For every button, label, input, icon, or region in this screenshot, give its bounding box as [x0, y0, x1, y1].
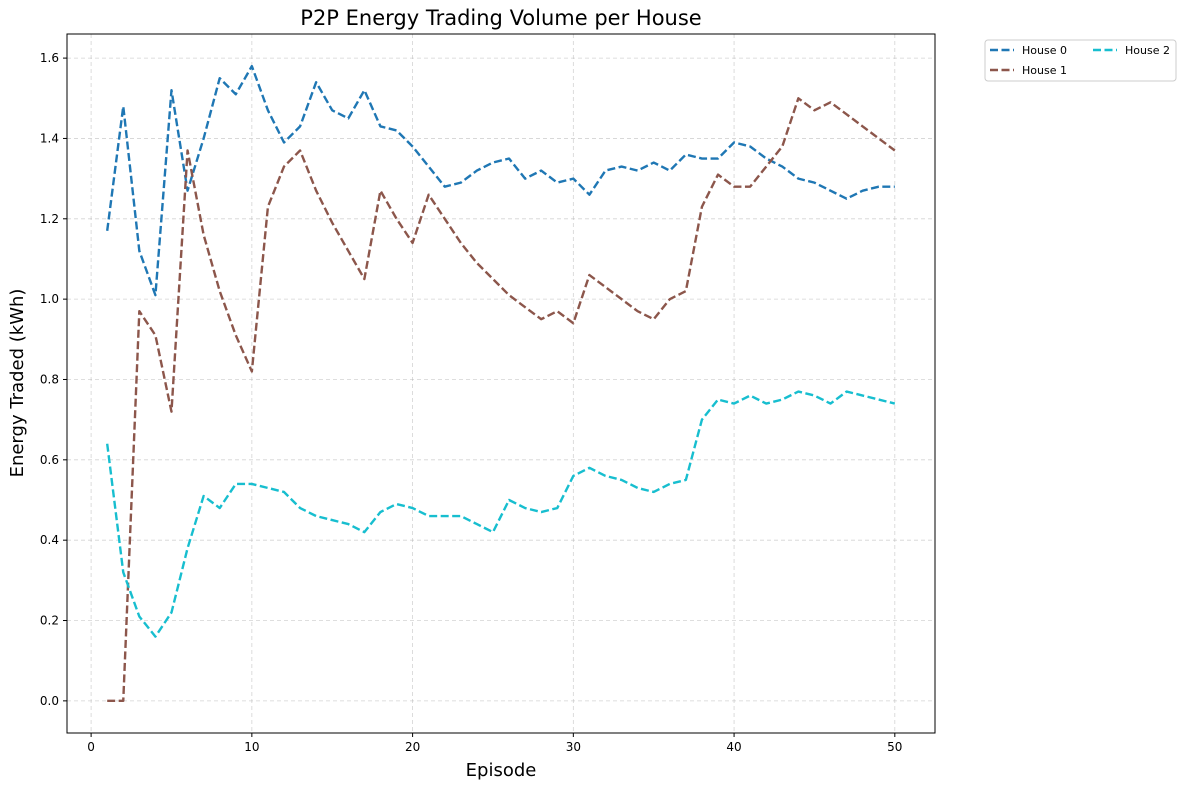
x-axis-title: Episode: [466, 760, 537, 781]
series-lines: [105, 64, 896, 703]
grid: [67, 34, 935, 733]
y-tick-label: 0.8: [40, 372, 59, 386]
x-tick-label: 20: [405, 740, 420, 754]
y-axis-ticks: 0.0 0.2 0.4 0.6 0.8 1.0 1.2 1.4 1.6: [40, 51, 67, 708]
y-tick-label: 0.2: [40, 614, 59, 628]
legend-label-house-1: House 1: [1022, 64, 1067, 77]
legend-frame: [984, 39, 1177, 82]
x-axis-ticks: 0 10 20 30 40 50: [87, 733, 902, 754]
chart-title: P2P Energy Trading Volume per House: [300, 6, 701, 30]
y-tick-label: 0.0: [40, 694, 59, 708]
y-tick-label: 1.0: [40, 292, 59, 306]
y-tick-label: 1.6: [40, 51, 59, 65]
series-line-house-1: [107, 97, 896, 703]
series-line-house-2: [105, 390, 896, 638]
x-tick-label: 10: [244, 740, 259, 754]
series-line-house-0: [105, 64, 895, 297]
legend: House 0 House 1 House 2: [984, 39, 1177, 82]
legend-label-house-0: House 0: [1022, 44, 1067, 57]
x-tick-label: 30: [566, 740, 581, 754]
y-axis-title: Energy Traded (kWh): [7, 289, 28, 478]
plot-frame: [66, 33, 936, 734]
x-tick-label: 40: [726, 740, 741, 754]
y-tick-label: 1.4: [40, 131, 59, 145]
y-tick-label: 1.2: [40, 212, 59, 226]
y-tick-label: 0.4: [40, 533, 59, 547]
legend-label-house-2: House 2: [1125, 44, 1170, 57]
x-tick-label: 0: [87, 740, 95, 754]
y-tick-label: 0.6: [40, 453, 59, 467]
x-tick-label: 50: [887, 740, 902, 754]
